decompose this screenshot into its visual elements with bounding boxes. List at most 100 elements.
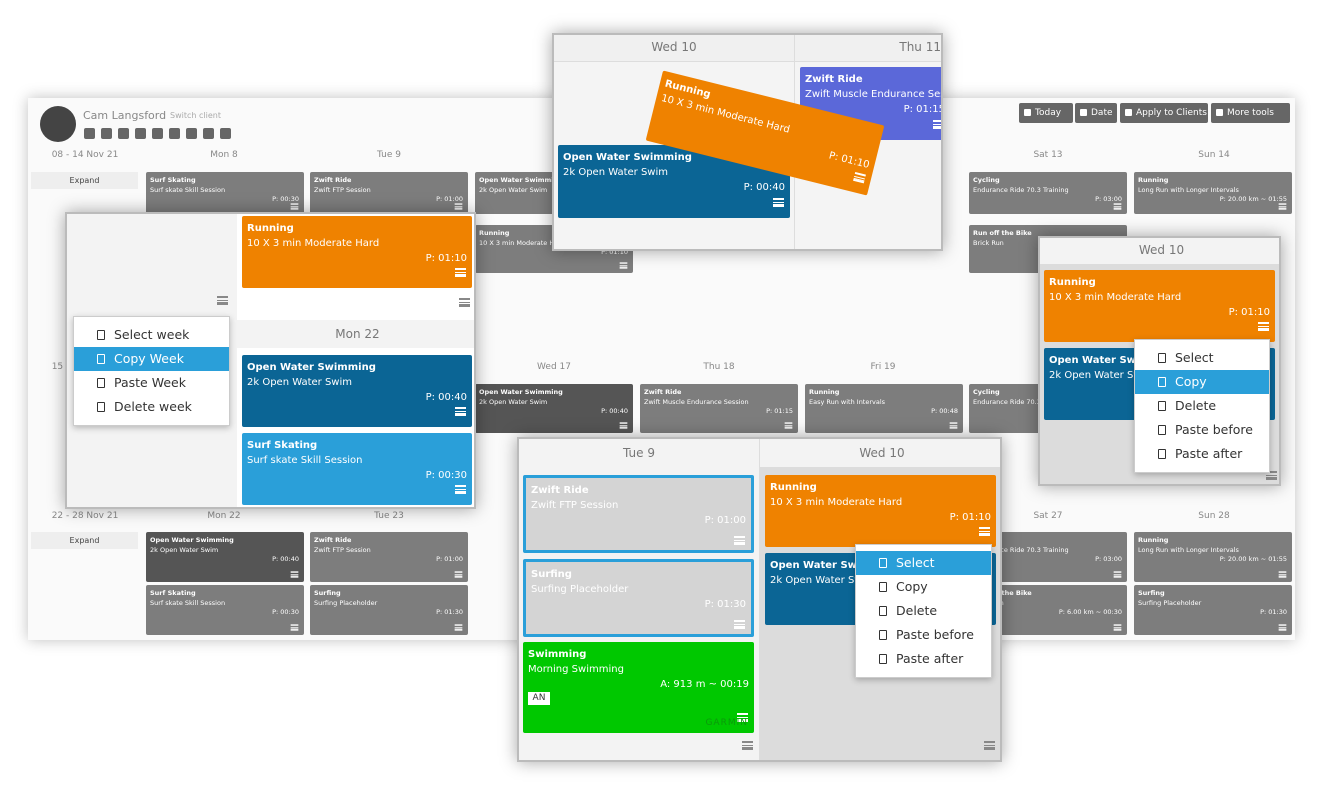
- menu-icon: [455, 485, 466, 494]
- card-title: Zwift Ride: [314, 176, 352, 184]
- menu-icon: [879, 582, 887, 592]
- day-header: Sun 28: [1198, 511, 1230, 521]
- card-time: P: 03:00: [1095, 555, 1122, 563]
- toolbar-button[interactable]: Date: [1075, 103, 1117, 123]
- card-subtitle: Surfing Placeholder: [531, 584, 629, 595]
- menu-item[interactable]: Select: [1135, 346, 1269, 370]
- menu-item[interactable]: Copy: [1135, 370, 1269, 394]
- card-title: Running: [247, 223, 294, 234]
- menu-icon: [217, 296, 228, 305]
- menu-item[interactable]: Paste before: [856, 623, 991, 647]
- toolbar-icon[interactable]: [169, 128, 180, 139]
- workout-card[interactable]: Zwift Ride Zwift FTP Session P: 01:00: [523, 475, 754, 553]
- card-subtitle: Endurance Ride 70.3 Training: [973, 186, 1069, 194]
- toolbar-button[interactable]: Apply to Clients: [1120, 103, 1208, 123]
- workout-card[interactable]: Open Water Swimming 2k Open Water Swim P: …: [558, 145, 790, 218]
- toolbar-icon[interactable]: [152, 128, 163, 139]
- workout-card[interactable]: Running Easy Run with Intervals P: 00:48: [805, 384, 963, 433]
- menu-icon: [742, 741, 753, 750]
- card-subtitle: Easy Run with Intervals: [809, 398, 886, 406]
- card-title: Surf Skating: [150, 176, 196, 184]
- toolbar-icon[interactable]: [118, 128, 129, 139]
- workout-card[interactable]: Zwift Ride Zwift FTP Session P: 01:00: [310, 172, 468, 214]
- workout-card[interactable]: Open Water Swimming 2k Open Water Swim P: …: [146, 532, 304, 582]
- toolbar-icon[interactable]: [135, 128, 146, 139]
- copy-panel: Wed 10 Running 10 X 3 min Moderate Hard P: …: [1038, 236, 1281, 486]
- card-time: P: 01:30: [1260, 608, 1287, 616]
- card-title: Surfing: [1138, 589, 1165, 597]
- drag-panel: Wed 10 Thu 11 Zwift Ride Zwift Muscle Endur…: [552, 33, 943, 251]
- menu-item[interactable]: Select: [856, 551, 991, 575]
- toolbar-button[interactable]: More tools: [1211, 103, 1290, 123]
- card-title: Run off the Bike: [973, 229, 1032, 237]
- card-subtitle: 10 X 3 min Moderate Hard: [479, 239, 565, 247]
- workout-card[interactable]: Running 10 X 3 min Moderate Hard P: 01:10: [242, 216, 472, 288]
- card-time: A: 913 m ~ 00:19: [660, 679, 749, 690]
- header-row: [1040, 238, 1279, 264]
- workout-card[interactable]: Surfing Surfing Placeholder P: 01:30: [310, 585, 468, 635]
- workout-card[interactable]: Swimming Morning Swimming A: 913 m ~ 00:19…: [523, 642, 754, 733]
- menu-icon: [455, 407, 466, 416]
- card-subtitle: 2k Open Water Swim: [563, 167, 669, 178]
- workout-card[interactable]: Running Long Run with Longer Intervals P: …: [1134, 172, 1292, 214]
- card-time: P: 03:00: [1095, 195, 1122, 203]
- menu-item[interactable]: Delete: [1135, 394, 1269, 418]
- workout-card[interactable]: Running Long Run with Longer Intervals P: …: [1134, 532, 1292, 582]
- workout-card[interactable]: Open Water Swimming 2k Open Water Swim P: …: [242, 355, 472, 427]
- workout-card[interactable]: Cycling Endurance Ride 70.3 Training P: 03…: [969, 172, 1127, 214]
- card-title: Running: [809, 388, 840, 396]
- menu-item[interactable]: Paste Week: [74, 371, 229, 395]
- card-subtitle: 2k Open Water Swim: [770, 575, 876, 586]
- menu-item[interactable]: Paste after: [856, 647, 991, 671]
- day-header: Thu 11: [899, 40, 941, 54]
- menu-item[interactable]: Copy Week: [74, 347, 229, 371]
- workout-card[interactable]: Surf Skating Surf skate Skill Session P: 0…: [146, 585, 304, 635]
- menu-item[interactable]: Select week: [74, 323, 229, 347]
- menu-icon: [1278, 624, 1287, 631]
- menu-icon: [97, 402, 105, 412]
- toolbar-icon[interactable]: [220, 128, 231, 139]
- workout-card[interactable]: Zwift Ride Zwift Muscle Endurance Session…: [640, 384, 798, 433]
- card-time: P: 01:10: [601, 248, 628, 256]
- menu-icon: [949, 422, 958, 429]
- week-label: 22 - 28 Nov 21: [51, 511, 119, 521]
- workout-card[interactable]: Surfing Surfing Placeholder P: 01:30: [1134, 585, 1292, 635]
- card-title: Open Water Swimming: [1049, 355, 1178, 366]
- workout-card[interactable]: Open Water Swimming 2k Open Water Swim P: …: [475, 384, 633, 433]
- expand-button[interactable]: Expand: [31, 172, 138, 189]
- select-panel: Tue 9 Wed 10 Zwift Ride Zwift FTP Session P:…: [517, 437, 1002, 762]
- expand-button[interactable]: Expand: [31, 532, 138, 549]
- menu-item[interactable]: Paste before: [1135, 418, 1269, 442]
- context-menu: Select Copy Delete Paste before Paste after: [1134, 339, 1270, 473]
- toolbar-icon[interactable]: [203, 128, 214, 139]
- toolbar-icon[interactable]: [84, 128, 95, 139]
- workout-card[interactable]: Running 10 X 3 min Moderate Hard P: 01:10: [765, 475, 996, 547]
- toolbar-button[interactable]: Today: [1019, 103, 1073, 123]
- card-subtitle: Zwift FTP Session: [314, 546, 371, 554]
- card-time: P: 00:40: [743, 182, 785, 193]
- day-header: Tue 23: [374, 511, 404, 521]
- menu-item[interactable]: Delete week: [74, 395, 229, 419]
- toolbar-icon[interactable]: [186, 128, 197, 139]
- menu-icon: [1158, 449, 1166, 459]
- menu-item[interactable]: Copy: [856, 575, 991, 599]
- menu-icon: [879, 654, 887, 664]
- workout-card[interactable]: Surf Skating Surf skate Skill Session P: 0…: [146, 172, 304, 214]
- menu-icon: [933, 120, 941, 129]
- card-title: Zwift Ride: [805, 74, 863, 85]
- menu-icon: [619, 422, 628, 429]
- workout-card[interactable]: Running 10 X 3 min Moderate Hard P: 01:10: [1044, 270, 1275, 342]
- menu-item[interactable]: Paste after: [1135, 442, 1269, 466]
- day-header: Wed 17: [537, 362, 571, 372]
- workout-card[interactable]: Surf Skating Surf skate Skill Session P: 0…: [242, 433, 472, 505]
- card-subtitle: 10 X 3 min Moderate Hard: [247, 238, 380, 249]
- menu-item[interactable]: Delete: [856, 599, 991, 623]
- menu-icon: [454, 624, 463, 631]
- card-title: Zwift Ride: [314, 536, 352, 544]
- toolbar-icon[interactable]: [101, 128, 112, 139]
- menu-icon: [734, 620, 745, 629]
- workout-card[interactable]: Surfing Surfing Placeholder P: 01:30: [523, 559, 754, 637]
- switch-client[interactable]: Switch client: [170, 111, 221, 120]
- workout-card[interactable]: Zwift Ride Zwift FTP Session P: 01:00: [310, 532, 468, 582]
- card-subtitle: Brick Run: [973, 239, 1004, 247]
